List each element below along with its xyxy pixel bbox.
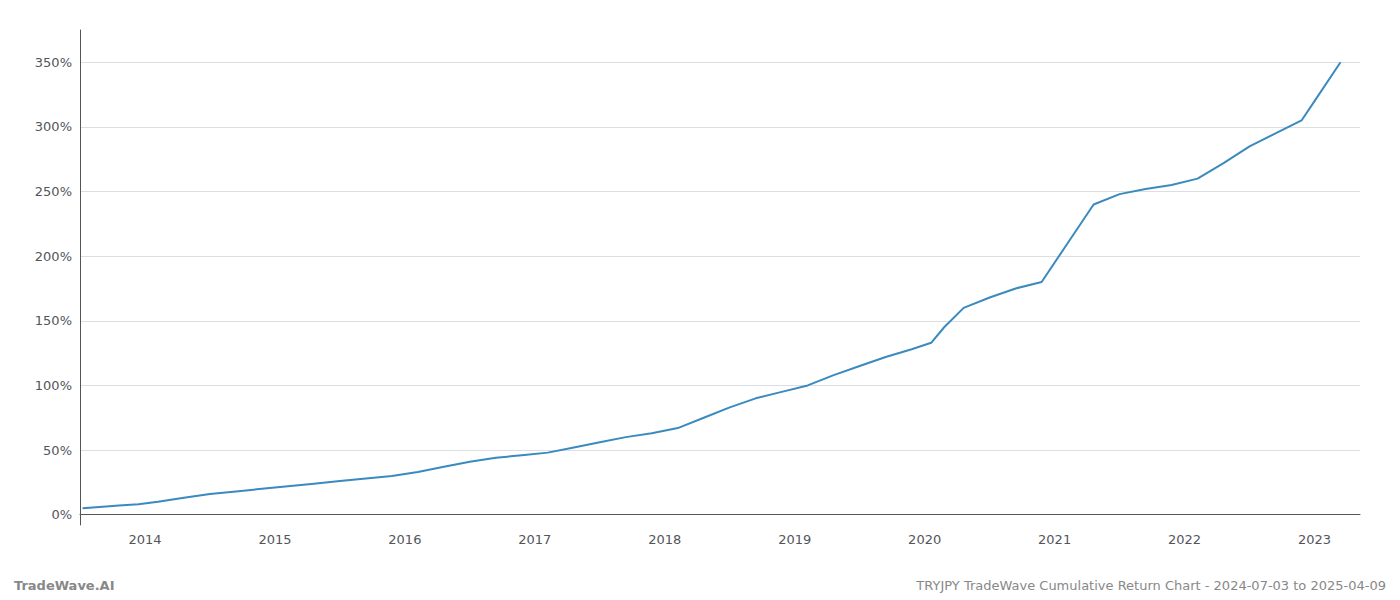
svg-text:100%: 100%: [35, 378, 72, 393]
svg-text:2016: 2016: [388, 532, 421, 547]
svg-text:2022: 2022: [1168, 532, 1201, 547]
svg-text:2020: 2020: [908, 532, 941, 547]
svg-text:350%: 350%: [35, 55, 72, 70]
svg-text:300%: 300%: [35, 119, 72, 134]
svg-text:150%: 150%: [35, 313, 72, 328]
svg-text:2018: 2018: [648, 532, 681, 547]
svg-text:2014: 2014: [128, 532, 161, 547]
svg-text:2021: 2021: [1038, 532, 1071, 547]
svg-text:50%: 50%: [43, 443, 72, 458]
svg-text:2017: 2017: [518, 532, 551, 547]
svg-text:2023: 2023: [1298, 532, 1331, 547]
svg-text:250%: 250%: [35, 184, 72, 199]
svg-text:2019: 2019: [778, 532, 811, 547]
svg-text:TRYJPY TradeWave Cumulative Re: TRYJPY TradeWave Cumulative Return Chart…: [915, 578, 1386, 593]
svg-text:2015: 2015: [258, 532, 291, 547]
svg-text:200%: 200%: [35, 249, 72, 264]
svg-text:0%: 0%: [51, 507, 72, 522]
svg-text:TradeWave.AI: TradeWave.AI: [14, 578, 115, 593]
